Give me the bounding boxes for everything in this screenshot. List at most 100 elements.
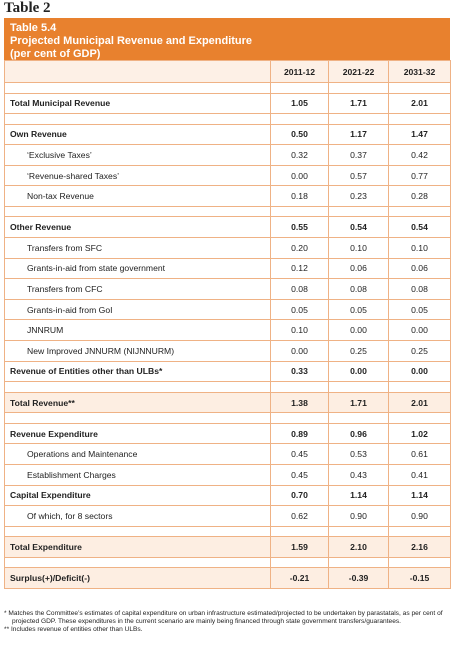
- cell-value: 0.55: [270, 216, 329, 239]
- cell-value: 0.00: [388, 319, 451, 342]
- table-box: Table 5.4 Projected Municipal Revenue an…: [4, 18, 451, 589]
- spacer-row: [4, 205, 451, 218]
- cell-value: 0.05: [328, 298, 389, 321]
- column-header: 2031-32: [388, 60, 451, 83]
- cell-value: 0.00: [388, 360, 451, 383]
- row-label: Transfers from CFC: [4, 278, 271, 300]
- spacer-cell: [4, 525, 271, 538]
- table-row: Establishment Charges 0.45 0.43 0.41: [4, 464, 451, 486]
- spacer-cell: [270, 205, 329, 218]
- cell-value: 1.14: [388, 484, 451, 507]
- row-label: Revenue of Entities other than ULBs*: [4, 360, 271, 383]
- cell-value: 0.33: [270, 360, 329, 383]
- cell-value: 1.02: [388, 422, 451, 445]
- spacer-cell: [270, 412, 329, 424]
- spacer-cell: [4, 82, 271, 94]
- cell-value: 0.54: [328, 216, 389, 239]
- spacer-cell: [328, 82, 389, 94]
- row-label: Total Municipal Revenue: [4, 92, 271, 115]
- cell-value: 0.18: [270, 185, 329, 207]
- table-row: Own Revenue 0.50 1.17 1.47: [4, 123, 451, 146]
- spacer-cell: [4, 205, 271, 218]
- cell-value: 0.10: [388, 237, 451, 259]
- cell-value: 0.90: [388, 505, 451, 527]
- cell-value: 0.05: [388, 298, 451, 321]
- cell-value: 0.57: [328, 164, 389, 187]
- cell-value: 1.71: [328, 92, 389, 115]
- column-header: 2021-22: [328, 60, 389, 83]
- row-label: ‘Exclusive Taxes’: [4, 144, 271, 166]
- column-header: 2011-12: [270, 60, 329, 83]
- cell-value: 0.00: [328, 360, 389, 383]
- cell-value: 1.38: [270, 391, 329, 414]
- cell-value: 1.05: [270, 92, 329, 115]
- table-row: Grants-in-aid from state government 0.12 0…: [4, 257, 451, 280]
- table-row: Transfers from SFC 0.20 0.10 0.10: [4, 237, 451, 259]
- cell-value: 0.96: [328, 422, 389, 445]
- spacer-row: [4, 525, 451, 538]
- header-cell: [4, 60, 271, 83]
- row-label: Grants-in-aid from GoI: [4, 298, 271, 321]
- table-row: Total Municipal Revenue 1.05 1.71 2.01: [4, 92, 451, 115]
- spacer-cell: [4, 556, 271, 569]
- spacer-cell: [4, 412, 271, 424]
- footnotes: * Matches the Committee’s estimates of c…: [4, 610, 450, 634]
- row-label: Other Revenue: [4, 216, 271, 239]
- cell-value: 0.28: [388, 185, 451, 207]
- cell-value: 0.00: [270, 164, 329, 187]
- table-row: New Improved JNNURM (NIJNNURM) 0.00 0.25 0.…: [4, 340, 451, 362]
- table-row: Surplus(+)/Deficit(-) -0.21 -0.39 -0.15: [4, 567, 451, 589]
- cell-value: 0.10: [270, 319, 329, 342]
- spacer-cell: [328, 381, 389, 393]
- cell-value: 2.16: [388, 536, 451, 558]
- row-label: Total Expenditure: [4, 536, 271, 558]
- table-row: ‘Revenue-shared Taxes’ 0.00 0.57 0.77: [4, 164, 451, 187]
- cell-value: 0.43: [328, 464, 389, 486]
- cell-value: 1.47: [388, 123, 451, 146]
- spacer-row: [4, 113, 451, 125]
- row-label: Transfers from SFC: [4, 237, 271, 259]
- cell-value: 0.05: [270, 298, 329, 321]
- cell-value: 1.14: [328, 484, 389, 507]
- spacer-cell: [270, 525, 329, 538]
- spacer-cell: [270, 82, 329, 94]
- cell-value: 0.37: [328, 144, 389, 166]
- table-row: Capital Expenditure 0.70 1.14 1.14: [4, 484, 451, 507]
- cell-value: 0.41: [388, 464, 451, 486]
- cell-value: 0.89: [270, 422, 329, 445]
- table-row: Total Revenue** 1.38 1.71 2.01: [4, 391, 451, 414]
- table-row: Operations and Maintenance 0.45 0.53 0.61: [4, 443, 451, 465]
- cell-value: 0.12: [270, 257, 329, 280]
- spacer-cell: [388, 82, 451, 94]
- cell-value: 0.50: [270, 123, 329, 146]
- cell-value: 0.42: [388, 144, 451, 166]
- spacer-cell: [4, 381, 271, 393]
- table-subtitle: (per cent of GDP): [10, 48, 101, 60]
- spacer-cell: [388, 556, 451, 569]
- table-row: JNNRUM 0.10 0.00 0.00: [4, 319, 451, 342]
- row-label: Non-tax Revenue: [4, 185, 271, 207]
- row-label: Own Revenue: [4, 123, 271, 146]
- spacer-cell: [270, 381, 329, 393]
- table-row: Revenue Expenditure 0.89 0.96 1.02: [4, 422, 451, 445]
- spacer-row: [4, 412, 451, 424]
- cell-value: 1.71: [328, 391, 389, 414]
- row-label: Grants-in-aid from state government: [4, 257, 271, 280]
- spacer-cell: [388, 205, 451, 218]
- row-label: Capital Expenditure: [4, 484, 271, 507]
- table-row: ‘Exclusive Taxes’ 0.32 0.37 0.42: [4, 144, 451, 166]
- table-row: Revenue of Entities other than ULBs* 0.33…: [4, 360, 451, 383]
- table-row: Of which, for 8 sectors 0.62 0.90 0.90: [4, 505, 451, 527]
- heading: Table 2: [4, 0, 51, 16]
- spacer-row: [4, 381, 451, 393]
- table: 2011-12 2021-22 2031-32 Total Municipal Rev…: [4, 60, 451, 589]
- cell-value: 0.90: [328, 505, 389, 527]
- spacer-cell: [270, 556, 329, 569]
- cell-value: 1.17: [328, 123, 389, 146]
- table-row: Other Revenue 0.55 0.54 0.54: [4, 216, 451, 239]
- cell-value: 0.25: [388, 340, 451, 362]
- cell-value: 0.25: [328, 340, 389, 362]
- cell-value: 0.61: [388, 443, 451, 465]
- spacer-cell: [270, 113, 329, 125]
